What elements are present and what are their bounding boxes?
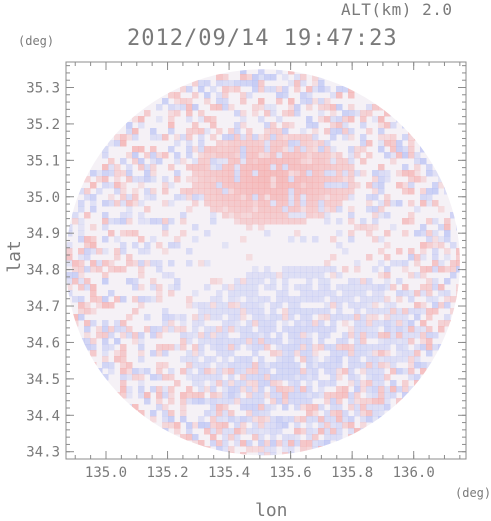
altitude-label: ALT(km) 2.0 [341, 0, 453, 19]
x-tick-label: 135.8 [331, 465, 373, 481]
x-tick-label: 135.6 [270, 465, 312, 481]
y-tick-label: 35.2 [26, 117, 60, 133]
timestamp-title: 2012/09/14 19:47:23 [127, 26, 398, 51]
y-tick-label: 34.4 [26, 408, 60, 424]
x-axis-label: lon [255, 500, 288, 521]
y-tick-label: 34.8 [26, 263, 60, 279]
plot-border [65, 61, 467, 460]
y-tick-label: 35.3 [26, 80, 60, 96]
x-tick-label: 135.4 [208, 465, 250, 481]
y-unit-label: (deg) [18, 34, 55, 48]
heatmap-field [66, 69, 460, 456]
y-tick-label: 34.7 [26, 299, 60, 315]
x-tick-label: 135.2 [146, 465, 188, 481]
y-tick-label: 35.0 [26, 190, 60, 206]
y-tick-label: 35.1 [26, 153, 60, 169]
y-tick-label: 34.5 [26, 372, 60, 388]
y-tick-label: 34.9 [26, 226, 60, 242]
x-unit-label: (deg) [455, 486, 491, 500]
plot-frame [65, 61, 467, 460]
y-tick-label: 34.3 [26, 445, 60, 461]
y-tick-label: 34.6 [26, 335, 60, 351]
x-tick-label: 136.0 [393, 465, 435, 481]
axis-ticks: 135.0 135.2 135.4 135.6 135.8 136.0 34.3 34.4 34… [26, 62, 466, 481]
x-tick-label: 135.0 [85, 465, 127, 481]
